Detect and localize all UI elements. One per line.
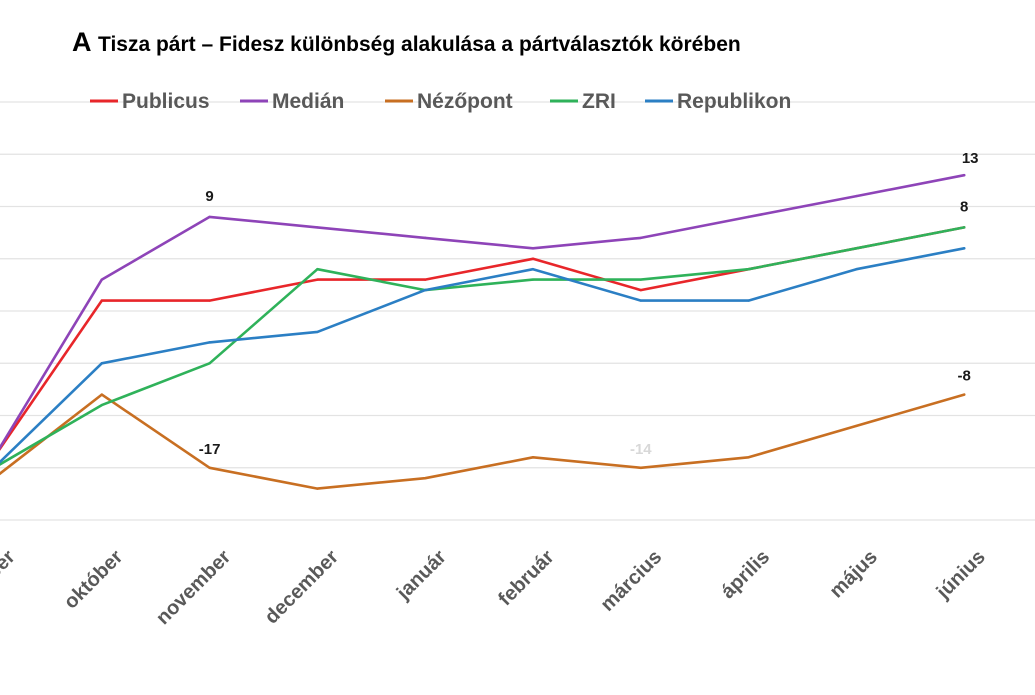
chart-title-group: A Tisza párt – Fidesz különbség alakulás… <box>72 27 741 57</box>
series-line <box>0 173 966 450</box>
data-point <box>531 257 535 260</box>
x-tick-label: április <box>717 546 774 603</box>
data-point <box>855 268 858 271</box>
grid-lines <box>0 101 1035 521</box>
series-nézőpont <box>0 393 966 490</box>
data-point <box>208 341 211 344</box>
legend-item: ZRI <box>550 90 616 113</box>
series-republikon <box>0 247 966 464</box>
data-point <box>747 215 750 219</box>
data-point <box>855 424 858 428</box>
data-point <box>316 226 319 229</box>
data-point <box>424 288 427 292</box>
data-point <box>208 362 211 365</box>
data-point <box>100 393 104 396</box>
data-point <box>424 236 427 240</box>
data-point <box>531 247 535 250</box>
data-label: 9 <box>205 188 213 205</box>
data-point <box>963 247 966 250</box>
legend-item: Publicus <box>90 90 210 113</box>
data-point <box>963 226 966 229</box>
data-labels: 9 -17 13 8 -8 -14 <box>199 150 979 458</box>
x-tick-label: október <box>60 546 128 614</box>
data-point <box>208 466 211 469</box>
x-tick-label: május <box>825 546 881 602</box>
chart-title: Tisza párt – Fidesz különbség alakulása … <box>98 33 741 56</box>
data-point <box>531 268 535 271</box>
chart-title-prefix: A <box>72 27 92 57</box>
data-point <box>424 278 427 281</box>
legend: Publicus Medián Nézőpont ZRI Republikon <box>90 90 791 113</box>
x-tick-label: június <box>932 546 990 604</box>
data-point <box>963 393 966 396</box>
series-lines <box>0 173 966 490</box>
x-axis-ticks: ptember október november december január febr… <box>0 546 990 629</box>
data-point <box>855 247 858 250</box>
x-tick-label: november <box>152 546 235 629</box>
data-point <box>531 278 535 281</box>
legend-item: Medián <box>240 90 344 113</box>
series-medián <box>0 173 966 450</box>
data-point <box>639 466 642 469</box>
series-line <box>0 393 966 490</box>
x-tick-label: december <box>261 546 344 629</box>
data-point <box>316 330 319 334</box>
legend-label: Nézőpont <box>417 90 513 113</box>
data-point <box>208 215 211 219</box>
legend-item: Nézőpont <box>385 90 513 113</box>
data-label: 13 <box>962 150 979 167</box>
data-point <box>639 236 642 240</box>
data-point <box>100 278 104 281</box>
legend-label: Publicus <box>122 90 210 113</box>
x-tick-label: február <box>494 546 558 610</box>
data-point <box>639 288 642 292</box>
series-line <box>0 226 966 466</box>
data-point <box>747 299 750 302</box>
data-point <box>639 299 642 302</box>
data-point <box>316 268 319 271</box>
data-point <box>424 477 427 480</box>
x-tick-label: január <box>392 546 451 605</box>
legend-label: Republikon <box>677 90 791 113</box>
data-point <box>639 278 642 281</box>
data-point <box>208 299 211 302</box>
data-point <box>747 268 750 271</box>
legend-item: Republikon <box>645 90 791 113</box>
data-point <box>531 456 535 459</box>
x-tick-label: március <box>597 546 667 616</box>
legend-label: Medián <box>272 90 344 113</box>
data-label: 8 <box>960 198 968 215</box>
data-point <box>855 194 858 198</box>
data-point <box>747 456 750 459</box>
data-point <box>963 173 966 177</box>
data-point <box>100 299 104 302</box>
data-label: -8 <box>958 368 971 385</box>
data-label: -14 <box>630 441 652 458</box>
data-point <box>100 403 104 407</box>
x-tick-label: ptember <box>0 546 20 618</box>
data-label: -17 <box>199 441 221 458</box>
series-zri <box>0 226 966 466</box>
data-point <box>316 487 319 490</box>
series-line <box>0 247 966 464</box>
legend-label: ZRI <box>582 90 616 113</box>
data-point <box>316 278 319 281</box>
data-point <box>100 362 104 365</box>
